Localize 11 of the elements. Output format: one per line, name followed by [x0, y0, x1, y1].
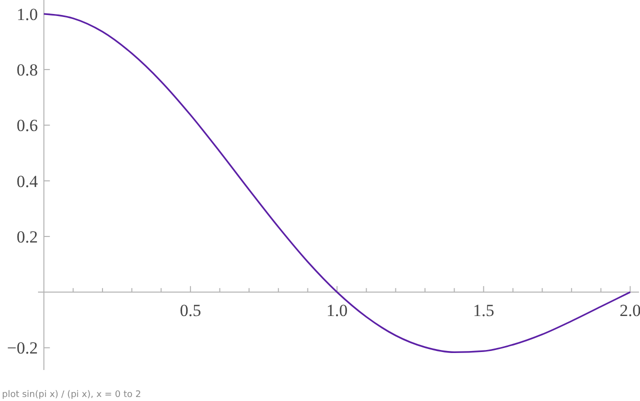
x-tick-label: 0.5: [180, 301, 202, 320]
y-tick-label: 0.4: [16, 172, 38, 191]
y-tick-label: 0.8: [16, 60, 38, 80]
y-tick-label: 0.2: [16, 227, 38, 246]
x-tick-label: 1.0: [326, 301, 348, 320]
y-tick-label: −0.2: [7, 338, 38, 358]
y-tick-label: 1.0: [16, 4, 38, 24]
text: plot sin(pi x) / (pi x), x = 0 to 2: [2, 390, 142, 400]
x-tick-label: 1.5: [472, 301, 494, 320]
y-tick-label: 0.6: [16, 116, 38, 136]
x-tick-label: 2.0: [620, 301, 640, 320]
